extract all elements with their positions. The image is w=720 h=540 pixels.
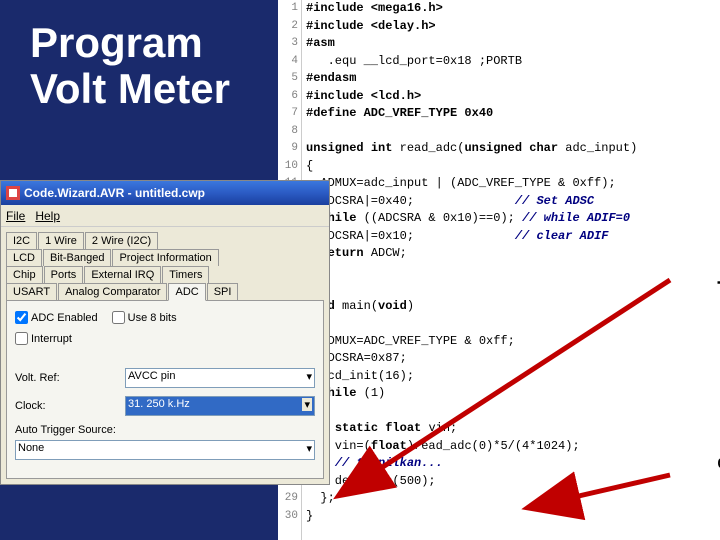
tab-i2c[interactable]: I2C — [6, 232, 37, 249]
adc-panel: ADC Enabled Use 8 bits Interrupt Volt. R… — [6, 300, 324, 479]
menu-help[interactable]: Help — [35, 209, 60, 223]
clock-select[interactable]: 31. 250 k.Hz ▾ — [125, 396, 315, 416]
tab-ports[interactable]: Ports — [44, 266, 84, 283]
clock-label: Clock: — [15, 400, 120, 412]
tab-row-3: Chip Ports External IRQ Timers — [6, 266, 324, 283]
side-annotation: Semua secara manual Agar lebih mudah — [715, 280, 720, 469]
code-editor: 1234567891011121314151617181920212223242… — [278, 0, 720, 540]
voltref-select[interactable]: AVCC pin ▾ — [125, 368, 315, 388]
tab-spi[interactable]: SPI — [207, 283, 239, 300]
interrupt-checkbox[interactable] — [15, 332, 28, 345]
tab-extirq[interactable]: External IRQ — [84, 266, 161, 283]
tab-row-1: I2C 1 Wire 2 Wire (I2C) — [6, 232, 324, 249]
tab-row-4: USART Analog Comparator ADC SPI — [6, 283, 324, 300]
interrupt-label: Interrupt — [31, 333, 72, 345]
tab-2wire[interactable]: 2 Wire (I2C) — [85, 232, 158, 249]
app-icon — [6, 186, 20, 200]
tab-row-2: LCD Bit-Banged Project Information — [6, 249, 324, 266]
titlebar-text: Code.Wizard.AVR - untitled.cwp — [24, 186, 205, 200]
tab-lcd[interactable]: LCD — [6, 249, 42, 266]
tab-chip[interactable]: Chip — [6, 266, 43, 283]
slide-title: Program Volt Meter — [30, 20, 230, 112]
voltref-label: Volt. Ref: — [15, 372, 120, 384]
use8bits-label: Use 8 bits — [128, 312, 177, 324]
tab-usart[interactable]: USART — [6, 283, 57, 300]
adc-enabled-label: ADC Enabled — [31, 312, 98, 324]
window-titlebar[interactable]: Code.Wizard.AVR - untitled.cwp — [1, 181, 329, 205]
tab-bitbanged[interactable]: Bit-Banged — [43, 249, 111, 266]
tabs-area: I2C 1 Wire 2 Wire (I2C) LCD Bit-Banged P… — [1, 227, 329, 484]
tab-projectinfo[interactable]: Project Information — [112, 249, 218, 266]
autotrig-select[interactable]: None ▾ — [15, 440, 315, 460]
tab-analogcomp[interactable]: Analog Comparator — [58, 283, 167, 300]
tab-timers[interactable]: Timers — [162, 266, 209, 283]
tab-adc[interactable]: ADC — [168, 283, 205, 301]
use8bits-checkbox[interactable] — [112, 311, 125, 324]
menubar: File Help — [1, 205, 329, 227]
menu-file[interactable]: File — [6, 209, 25, 223]
title-line2: Volt Meter — [30, 66, 230, 112]
code-content: #include <mega16.h> #include <delay.h> #… — [302, 0, 720, 540]
autotrig-label: Auto Trigger Source: — [15, 424, 315, 436]
codewizard-window: Code.Wizard.AVR - untitled.cwp File Help… — [0, 180, 330, 485]
title-line1: Program — [30, 20, 230, 66]
adc-enabled-checkbox[interactable] — [15, 311, 28, 324]
tab-1wire[interactable]: 1 Wire — [38, 232, 84, 249]
